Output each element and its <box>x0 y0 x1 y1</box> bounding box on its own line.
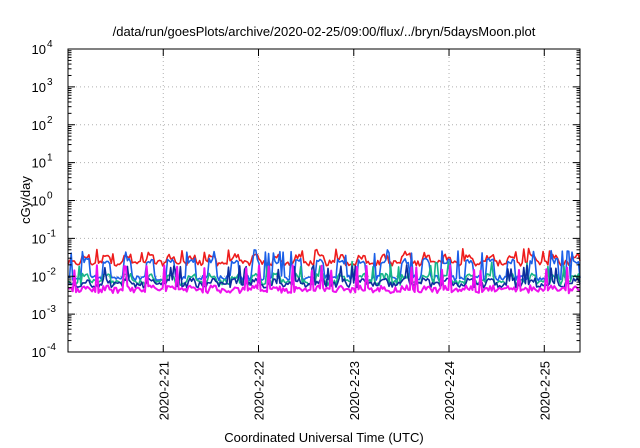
series-line-1 <box>67 247 581 267</box>
x-tick-label: 2020-2-21 <box>156 361 171 420</box>
y-tick-label: 10 <box>32 307 46 322</box>
x-tick-label: 2020-2-23 <box>347 361 362 420</box>
y-tick-label-exponent: 4 <box>47 39 53 50</box>
y-tick-label-exponent: -2 <box>47 266 56 277</box>
y-tick-label-exponent: 2 <box>47 115 53 126</box>
y-tick-label-exponent: 1 <box>47 153 53 164</box>
series-line-5 <box>67 264 581 295</box>
y-tick-label-exponent: 3 <box>47 77 53 88</box>
y-tick-label: 10 <box>32 42 46 57</box>
y-tick-label-exponent: -1 <box>47 228 56 239</box>
x-axis: 2020-2-21 2020-2-22 2020-2-23 2020-2-24 2020… <box>156 49 552 420</box>
x-tick-label: 2020-2-24 <box>442 361 457 420</box>
y-tick-label: 10 <box>32 118 46 133</box>
x-axis-label: Coordinated Universal Time (UTC) <box>224 430 423 445</box>
y-tick-label-exponent: -4 <box>47 342 56 353</box>
series-line-2 <box>67 249 581 282</box>
x-tick-label: 2020-2-22 <box>252 361 267 420</box>
y-tick-label: 10 <box>32 80 46 95</box>
y-tick-label: 10 <box>32 194 46 209</box>
series-line-4 <box>67 264 581 289</box>
chart-title: /data/run/goesPlots/archive/2020-02-25/0… <box>113 24 536 39</box>
series-group <box>67 247 581 295</box>
x-tick-label: 2020-2-25 <box>537 361 552 420</box>
y-tick-label: 10 <box>32 345 46 360</box>
grid <box>68 49 580 352</box>
y-tick-label-exponent: -3 <box>47 304 56 315</box>
y-tick-label: 10 <box>32 231 46 246</box>
y-tick-label: 10 <box>32 156 46 171</box>
y-axis-label: cGy/day <box>18 176 33 224</box>
y-tick-label-exponent: 0 <box>47 191 53 202</box>
y-tick-label: 10 <box>32 269 46 284</box>
